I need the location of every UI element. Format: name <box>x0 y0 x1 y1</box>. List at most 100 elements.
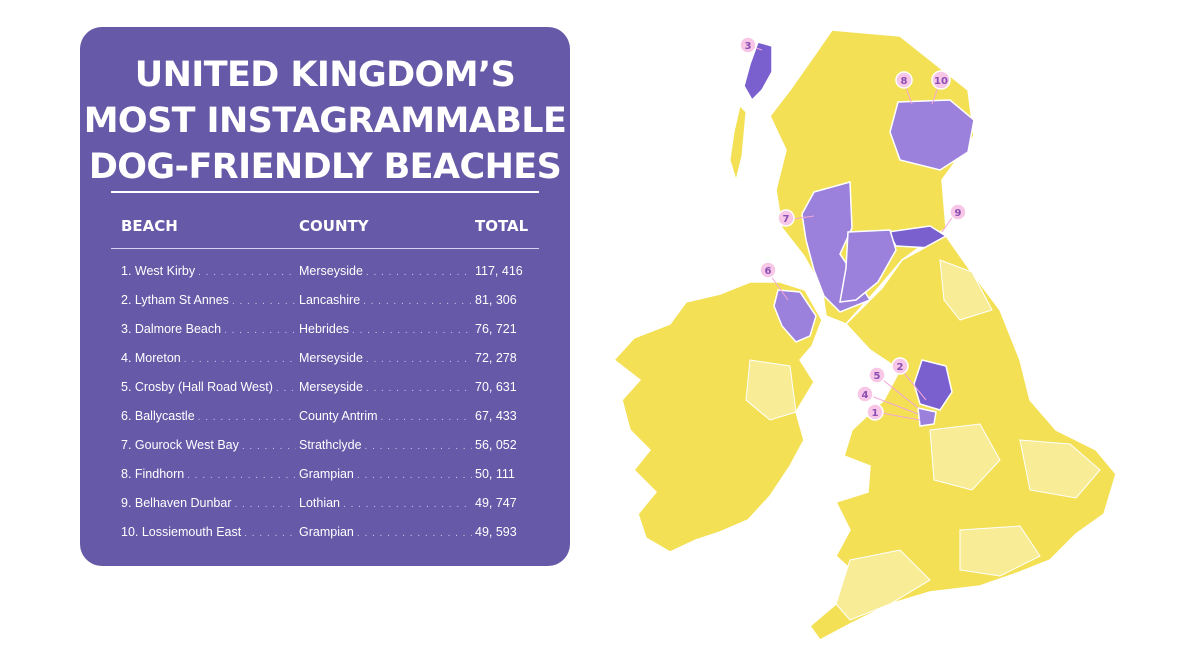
table-row: 7. Gourock West Bay . . . . . . . . . . … <box>121 435 529 455</box>
dot-leader: . . . . . . . . . . . . . . . . . . . . … <box>275 383 296 394</box>
beach-cell: 7. Gourock West Bay . . . . . . . . . . … <box>121 435 299 455</box>
map-marker-1[interactable]: 1 <box>866 403 884 421</box>
beach-cell-text: 10. Lossiemouth East <box>121 525 242 539</box>
england-light-region-north <box>939 259 993 321</box>
beach-cell: 5. Crosby (Hall Road West) . . . . . . .… <box>121 377 299 397</box>
county-cell-text: Lancashire <box>299 293 361 307</box>
grampian-region <box>889 99 975 171</box>
map-marker-10[interactable]: 10 <box>931 70 951 90</box>
total-cell-text: 76, 721 <box>475 322 517 336</box>
county-cell: Lancashire . . . . . . . . . . . . . . .… <box>299 290 475 310</box>
county-cell-text: Lothian <box>299 496 341 510</box>
map-marker-8[interactable]: 8 <box>895 71 913 89</box>
county-cell-text: County Antrim <box>299 409 378 423</box>
svg-text:9: 9 <box>955 208 962 219</box>
map-marker-3[interactable]: 3 <box>739 36 757 54</box>
beach-cell-text: 1. West Kirby <box>121 264 196 278</box>
total-cell-text: 49, 593 <box>475 525 517 539</box>
title-line-2: MOST INSTAGRAMMABLE <box>83 101 567 141</box>
county-cell-text: Grampian <box>299 467 354 481</box>
dot-leader: . . . . . . . . . . . . . . . . . . . . … <box>187 470 296 481</box>
column-header-beach: BEACH <box>121 217 178 235</box>
table-row: 9. Belhaven Dunbar . . . . . . . . . . .… <box>121 493 529 513</box>
map-marker-2[interactable]: 2 <box>891 357 909 375</box>
beach-cell: 10. Lossiemouth East . . . . . . . . . .… <box>121 522 299 542</box>
beach-cell-text: 5. Crosby (Hall Road West) <box>121 380 273 394</box>
page-title: UNITED KINGDOM’S MOST INSTAGRAMMABLE DOG… <box>80 52 570 190</box>
total-cell: 81, 306 <box>475 290 535 310</box>
beach-cell: 8. Findhorn . . . . . . . . . . . . . . … <box>121 464 299 484</box>
county-cell-text: Merseyside <box>299 264 363 278</box>
county-cell: Lothian . . . . . . . . . . . . . . . . … <box>299 493 475 513</box>
map-marker-7[interactable]: 7 <box>777 209 795 227</box>
total-cell: 67, 433 <box>475 406 535 426</box>
svg-text:6: 6 <box>765 266 772 277</box>
dot-leader: . . . . . . . . . . . . . . . . . . . . … <box>380 412 472 423</box>
beach-cell: 2. Lytham St Annes . . . . . . . . . . .… <box>121 290 299 310</box>
total-cell-text: 117, 416 <box>475 264 523 278</box>
dot-leader: . . . . . . . . . . . . . . . . . . . . … <box>365 354 472 365</box>
table-row: 10. Lossiemouth East . . . . . . . . . .… <box>121 522 529 542</box>
dot-leader: . . . . . . . . . . . . . . . . . . . . … <box>363 296 472 307</box>
table-row: 1. West Kirby . . . . . . . . . . . . . … <box>121 261 529 281</box>
total-cell-text: 49, 747 <box>475 496 517 510</box>
table-row: 6. Ballycastle . . . . . . . . . . . . .… <box>121 406 529 426</box>
hebrides-south-island <box>729 105 747 182</box>
table-row: 3. Dalmore Beach . . . . . . . . . . . .… <box>121 319 529 339</box>
dot-leader: . . . . . . . . . . . . . . . . . . . . … <box>234 499 297 510</box>
total-cell: 72, 278 <box>475 348 535 368</box>
county-cell: Hebrides . . . . . . . . . . . . . . . .… <box>299 319 475 339</box>
beach-cell-text: 4. Moreton <box>121 351 181 365</box>
total-cell-text: 56, 052 <box>475 438 517 452</box>
beach-ranking-card: UNITED KINGDOM’S MOST INSTAGRAMMABLE DOG… <box>80 27 570 566</box>
dot-leader: . . . . . . . . . . . . . . . . . . . . … <box>352 325 472 336</box>
column-header-county: COUNTY <box>299 217 369 235</box>
title-line-3: DOG-FRIENDLY BEACHES <box>88 147 562 187</box>
dot-leader: . . . . . . . . . . . . . . . . . . . . … <box>183 354 296 365</box>
svg-text:7: 7 <box>783 214 790 225</box>
title-line-1: UNITED KINGDOM’S <box>134 55 516 95</box>
county-cell: Grampian . . . . . . . . . . . . . . . .… <box>299 464 475 484</box>
county-cell-text: Strathclyde <box>299 438 362 452</box>
map-marker-6[interactable]: 6 <box>759 261 777 279</box>
map-marker-4[interactable]: 4 <box>856 385 874 403</box>
dot-leader: . . . . . . . . . . . . . . . . . . . . … <box>365 267 472 278</box>
table-row: 2. Lytham St Annes . . . . . . . . . . .… <box>121 290 529 310</box>
beach-cell-text: 8. Findhorn <box>121 467 185 481</box>
table-row: 4. Moreton . . . . . . . . . . . . . . .… <box>121 348 529 368</box>
beach-cell-text: 2. Lytham St Annes <box>121 293 229 307</box>
beach-cell: 6. Ballycastle . . . . . . . . . . . . .… <box>121 406 299 426</box>
svg-text:8: 8 <box>901 76 908 87</box>
county-cell: Grampian . . . . . . . . . . . . . . . .… <box>299 522 475 542</box>
county-cell-text: Grampian <box>299 525 354 539</box>
total-cell: 49, 747 <box>475 493 535 513</box>
england-light-region-east <box>1019 439 1101 499</box>
title-divider <box>111 191 539 193</box>
county-cell: Merseyside . . . . . . . . . . . . . . .… <box>299 261 475 281</box>
total-cell-text: 67, 433 <box>475 409 517 423</box>
beach-cell: 9. Belhaven Dunbar . . . . . . . . . . .… <box>121 493 299 513</box>
dot-leader: . . . . . . . . . . . . . . . . . . . . … <box>224 325 296 336</box>
county-cell-text: Hebrides <box>299 322 350 336</box>
map-marker-5[interactable]: 5 <box>868 366 886 384</box>
beach-cell: 1. West Kirby . . . . . . . . . . . . . … <box>121 261 299 281</box>
beach-cell: 4. Moreton . . . . . . . . . . . . . . .… <box>121 348 299 368</box>
dot-leader: . . . . . . . . . . . . . . . . . . . . … <box>343 499 472 510</box>
table-row: 8. Findhorn . . . . . . . . . . . . . . … <box>121 464 529 484</box>
svg-text:4: 4 <box>862 390 869 401</box>
total-cell: 50, 111 <box>475 464 535 484</box>
column-header-total: TOTAL <box>475 217 529 235</box>
ireland-light-region <box>745 359 797 421</box>
total-cell-text: 72, 278 <box>475 351 517 365</box>
total-cell: 49, 593 <box>475 522 535 542</box>
beach-cell-text: 3. Dalmore Beach <box>121 322 222 336</box>
county-cell: Strathclyde . . . . . . . . . . . . . . … <box>299 435 475 455</box>
dot-leader: . . . . . . . . . . . . . . . . . . . . … <box>231 296 296 307</box>
dot-leader: . . . . . . . . . . . . . . . . . . . . … <box>356 528 472 539</box>
map-marker-9[interactable]: 9 <box>949 203 967 221</box>
county-antrim-region <box>773 289 817 343</box>
total-cell: 70, 631 <box>475 377 535 397</box>
total-cell-text: 81, 306 <box>475 293 517 307</box>
england-light-region-midlands <box>929 423 1001 491</box>
county-cell: Merseyside . . . . . . . . . . . . . . .… <box>299 377 475 397</box>
